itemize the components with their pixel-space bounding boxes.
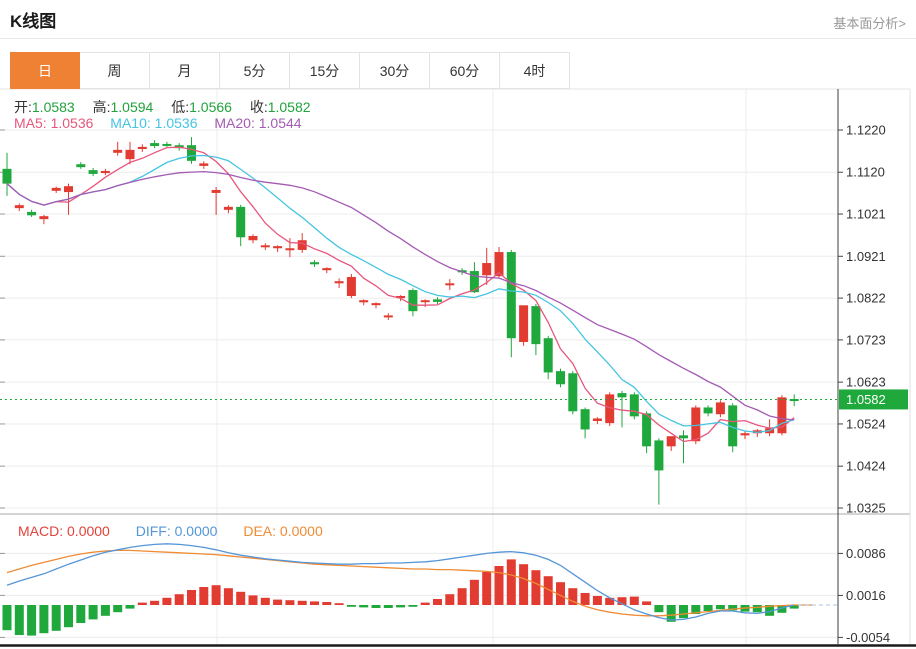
- page-title: K线图: [10, 12, 57, 31]
- low-value: 1.0566: [189, 99, 232, 115]
- tab-month[interactable]: 月: [150, 52, 220, 89]
- svg-text:1.1021: 1.1021: [846, 207, 886, 222]
- high-label: 高:: [92, 99, 111, 115]
- svg-text:0.0086: 0.0086: [846, 546, 886, 561]
- svg-text:1.1220: 1.1220: [846, 123, 886, 138]
- macd-readout: MACD: 0.0000 DIFF: 0.0000 DEA: 0.0000: [18, 523, 345, 539]
- tab-15min[interactable]: 15分: [290, 52, 360, 89]
- low-label: 低:: [171, 99, 190, 115]
- diff-value: 0.0000: [174, 523, 218, 539]
- tab-30min[interactable]: 30分: [360, 52, 430, 89]
- close-value: 1.0582: [267, 99, 311, 115]
- macd-label: MACD:: [18, 523, 64, 539]
- ma5-value: 1.0536: [50, 115, 94, 131]
- open-label: 开:: [14, 99, 32, 115]
- ohlc-readout: 开:1.0583 高:1.0594 低:1.0566 收:1.0582: [14, 97, 325, 117]
- header-divider: [0, 38, 916, 39]
- svg-text:1.0325: 1.0325: [846, 500, 886, 515]
- tab-4hour[interactable]: 4时: [500, 52, 570, 89]
- svg-text:-0.0054: -0.0054: [846, 630, 890, 645]
- ma10-value: 1.0536: [154, 115, 198, 131]
- ma10-label: MA10:: [110, 115, 151, 131]
- ma-readout: MA5: 1.0536 MA10: 1.0536 MA20: 1.0544: [14, 115, 315, 131]
- ma5-label: MA5:: [14, 115, 47, 131]
- ma20-value: 1.0544: [258, 115, 302, 131]
- svg-text:0.0016: 0.0016: [846, 588, 886, 603]
- dea-value: 0.0000: [279, 523, 323, 539]
- tab-5min[interactable]: 5分: [220, 52, 290, 89]
- svg-text:1.0524: 1.0524: [846, 416, 886, 431]
- tab-day[interactable]: 日: [10, 52, 80, 89]
- ma20-label: MA20:: [214, 115, 255, 131]
- diff-label: DIFF:: [135, 523, 171, 539]
- tab-week[interactable]: 周: [80, 52, 150, 89]
- svg-text:1.0582: 1.0582: [846, 392, 886, 407]
- svg-text:1.0723: 1.0723: [846, 332, 886, 347]
- close-label: 收:: [249, 99, 268, 115]
- macd-value: 0.0000: [67, 523, 110, 539]
- svg-text:1.1120: 1.1120: [846, 165, 885, 180]
- fundamental-analysis-link[interactable]: 基本面分析>: [833, 16, 906, 31]
- period-tabs: 日 周 月 5分 15分 30分 60分 4时: [10, 52, 570, 89]
- svg-text:1.0921: 1.0921: [846, 249, 886, 264]
- svg-text:1.0623: 1.0623: [846, 375, 886, 390]
- high-value: 1.0594: [110, 99, 154, 115]
- svg-text:1.0822: 1.0822: [846, 291, 886, 306]
- open-value: 1.0583: [31, 99, 75, 115]
- svg-text:1.0424: 1.0424: [846, 459, 886, 474]
- tab-60min[interactable]: 60分: [430, 52, 500, 89]
- dea-label: DEA:: [243, 523, 277, 539]
